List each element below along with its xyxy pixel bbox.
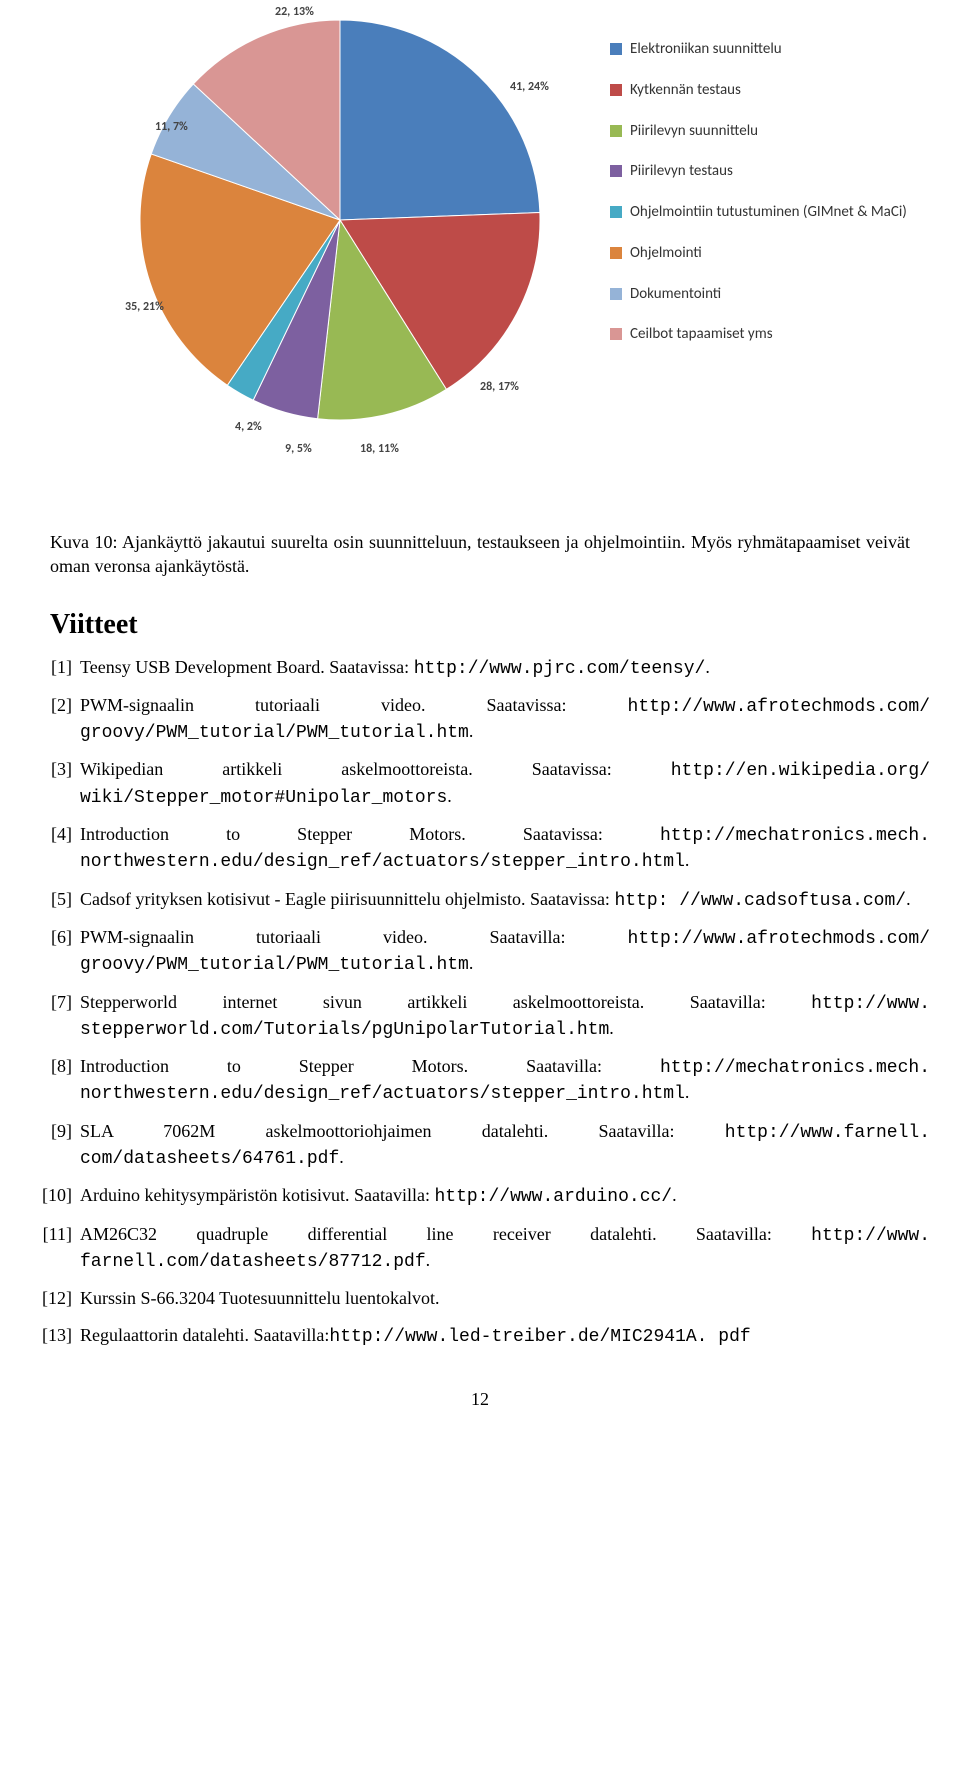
legend-item: Elektroniikan suunnittelu (610, 40, 907, 59)
reference-text: Stepperworld internet sivun artikkeli as… (80, 992, 811, 1012)
reference-url: http://www.led-treiber.de/MIC2941A. pdf (329, 1327, 750, 1347)
pie-slice-label: 28, 17% (480, 380, 519, 394)
reference-text: Teensy USB Development Board. Saatavissa… (80, 657, 414, 677)
references-list: Teensy USB Development Board. Saatavissa… (30, 655, 930, 1349)
legend-label: Ohjelmointi (630, 244, 702, 263)
pie-slice-label: 11, 7% (155, 120, 188, 134)
reference-text: Regulaattorin datalehti. Saatavilla: (80, 1325, 329, 1345)
reference-text: PWM-signaalin tutoriaali video. Saatavil… (80, 927, 628, 947)
legend-item: Ohjelmointi (610, 244, 907, 263)
reference-text: . (469, 721, 474, 741)
reference-text: . (447, 786, 452, 806)
reference-text: . (705, 657, 710, 677)
page-number: 12 (30, 1389, 930, 1410)
pie-slice-label: 9, 5% (285, 442, 312, 456)
reference-text: . (609, 1018, 614, 1038)
reference-item: Regulaattorin datalehti. Saatavilla:http… (30, 1323, 930, 1349)
references-heading: Viitteet (50, 609, 930, 641)
reference-url: http: //www.cadsoftusa.com/ (614, 891, 906, 911)
reference-text: Introduction to Stepper Motors. Saatavil… (80, 1056, 660, 1076)
legend-swatch (610, 247, 622, 259)
reference-item: Teensy USB Development Board. Saatavissa… (30, 655, 930, 681)
legend-item: Dokumentointi (610, 285, 907, 304)
legend-item: Piirilevyn suunnittelu (610, 122, 907, 141)
reference-item: Stepperworld internet sivun artikkeli as… (30, 990, 930, 1043)
reference-item: PWM-signaalin tutoriaali video. Saatavil… (30, 925, 930, 978)
reference-text: Wikipedian artikkeli askelmoottoreista. … (80, 759, 671, 779)
legend-label: Kytkennän testaus (630, 81, 741, 100)
legend-label: Piirilevyn testaus (630, 162, 733, 181)
legend-item: Ceilbot tapaamiset yms (610, 325, 907, 344)
reference-text: Kurssin S-66.3204 Tuotesuunnittelu luent… (80, 1288, 440, 1308)
reference-text: . (685, 1082, 690, 1102)
legend-swatch (610, 288, 622, 300)
legend-label: Ohjelmointiin tutustuminen (GIMnet & MaC… (630, 203, 907, 222)
legend-swatch (610, 328, 622, 340)
reference-url: http://www.arduino.cc/ (434, 1187, 672, 1207)
pie-slice (340, 20, 540, 220)
pie-slice-label: 18, 11% (360, 442, 399, 456)
legend-item: Ohjelmointiin tutustuminen (GIMnet & MaC… (610, 203, 907, 222)
reference-url: http://www.pjrc.com/teensy/ (414, 659, 706, 679)
pie-slice-label: 41, 24% (510, 80, 549, 94)
reference-text: . (906, 889, 911, 909)
pie-chart: 41, 24%28, 17%18, 11%9, 5%4, 2%35, 21%11… (130, 10, 550, 430)
pie-slice-label: 4, 2% (235, 420, 262, 434)
reference-item: Cadsof yrityksen kotisivut - Eagle piiri… (30, 887, 930, 913)
pie-slice-label: 35, 21% (125, 300, 164, 314)
reference-item: AM26C32 quadruple differential line rece… (30, 1222, 930, 1275)
reference-item: Introduction to Stepper Motors. Saatavil… (30, 1054, 930, 1107)
legend-swatch (610, 165, 622, 177)
legend-label: Ceilbot tapaamiset yms (630, 325, 773, 344)
chart-legend: Elektroniikan suunnittelu Kytkennän testa… (610, 40, 907, 366)
legend-swatch (610, 84, 622, 96)
pie-slice-label: 22, 13% (275, 5, 314, 19)
legend-label: Piirilevyn suunnittelu (630, 122, 758, 141)
legend-swatch (610, 43, 622, 55)
reference-item: PWM-signaalin tutoriaali video. Saatavis… (30, 693, 930, 746)
reference-text: . (469, 953, 474, 973)
legend-item: Piirilevyn testaus (610, 162, 907, 181)
reference-text: PWM-signaalin tutoriaali video. Saatavis… (80, 695, 628, 715)
reference-item: Introduction to Stepper Motors. Saatavis… (30, 822, 930, 875)
reference-text: . (339, 1147, 344, 1167)
reference-item: Kurssin S-66.3204 Tuotesuunnittelu luent… (30, 1286, 930, 1310)
reference-text: SLA 7062M askelmoottoriohjaimen dataleht… (80, 1121, 725, 1141)
legend-swatch (610, 206, 622, 218)
reference-text: Arduino kehitysympäristön kotisivut. Saa… (80, 1185, 434, 1205)
reference-text: . (672, 1185, 677, 1205)
legend-label: Elektroniikan suunnittelu (630, 40, 782, 59)
legend-swatch (610, 125, 622, 137)
reference-text: . (426, 1250, 431, 1270)
figure-caption: Kuva 10: Ajankäyttö jakautui suurelta os… (50, 530, 910, 579)
legend-item: Kytkennän testaus (610, 81, 907, 100)
reference-text: AM26C32 quadruple differential line rece… (80, 1224, 811, 1244)
reference-text: Cadsof yrityksen kotisivut - Eagle piiri… (80, 889, 614, 909)
reference-text: . (685, 850, 690, 870)
pie-chart-area: 41, 24% 28, 17% 18, 11% 9, 5% 4, 2% 35, 21% 11… (30, 0, 930, 510)
reference-item: SLA 7062M askelmoottoriohjaimen dataleht… (30, 1119, 930, 1172)
legend-label: Dokumentointi (630, 285, 721, 304)
reference-item: Wikipedian artikkeli askelmoottoreista. … (30, 757, 930, 810)
reference-item: Arduino kehitysympäristön kotisivut. Saa… (30, 1183, 930, 1209)
reference-text: Introduction to Stepper Motors. Saatavis… (80, 824, 660, 844)
